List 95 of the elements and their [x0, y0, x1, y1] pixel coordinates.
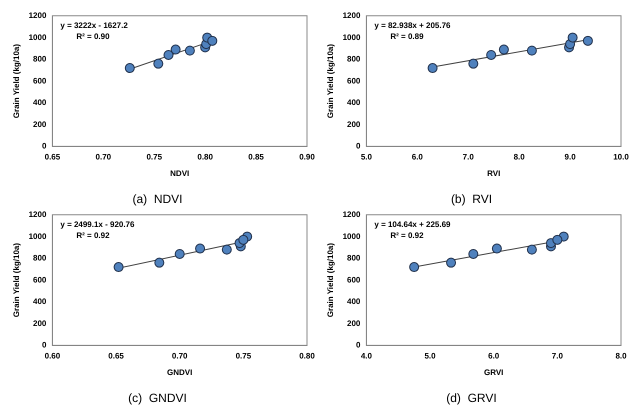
point: [568, 32, 578, 43]
x-axis-title: NDVI: [170, 169, 190, 178]
y-tick-label: 1200: [28, 210, 47, 220]
x-tick-label: 5.0: [360, 152, 373, 162]
point: [114, 262, 124, 272]
x-tick-label: 7.0: [552, 351, 564, 360]
annotation: y = 104.64x + 225.69: [374, 220, 452, 230]
point: [526, 46, 537, 56]
x-tick-label: 10.0: [613, 152, 630, 162]
x-tick-label: 0.85: [248, 152, 264, 162]
point: [446, 258, 456, 268]
text: (d) GRVI: [446, 391, 497, 406]
y-tick-label: 400: [33, 98, 47, 108]
y-tick-label: 800: [33, 254, 47, 263]
y-tick-label: 1000: [342, 32, 361, 42]
x-tick-label: 0.80: [299, 351, 316, 360]
y-tick-label: 200: [347, 318, 361, 328]
point: [184, 46, 195, 56]
x-tick-label: 6.0: [488, 351, 500, 360]
x-axis-title: GRVI: [484, 368, 504, 378]
annotation: R² = 0.89: [390, 32, 424, 42]
annotation: y = 2499.1x - 920.76: [60, 220, 136, 230]
text: (c) GNDVI: [128, 391, 187, 406]
y-axis-title: Grain Yield (kg/10a): [326, 242, 336, 318]
y-tick-label: 1000: [28, 232, 47, 241]
point: [468, 248, 478, 259]
y-tick-label: 0: [356, 142, 361, 151]
point: [498, 44, 509, 55]
point: [486, 50, 496, 60]
y-tick-label: 1200: [28, 11, 47, 20]
point: [552, 234, 562, 245]
y-tick-label: 400: [347, 98, 361, 108]
text: (a) NDVI: [132, 192, 183, 206]
x-tick-label: 4.0: [360, 351, 373, 360]
annotation: R² = 0.92: [390, 231, 424, 240]
point: [174, 248, 185, 259]
point: [163, 50, 174, 60]
annotation: y = 3222x - 1627.2: [60, 21, 128, 30]
x-tick-label: 9.0: [564, 152, 576, 162]
y-axis-title: Grain Yield (kg/10a): [12, 242, 22, 318]
x-tick-label: 0.65: [108, 351, 124, 360]
x-tick-label: 0.70: [172, 351, 188, 360]
x-tick-label: 6.0: [412, 152, 424, 162]
y-tick-label: 600: [347, 76, 361, 86]
point: [154, 258, 164, 268]
point: [492, 244, 502, 254]
y-tick-label: 400: [33, 297, 47, 306]
y-tick-label: 1000: [342, 232, 361, 241]
point: [170, 44, 181, 55]
y-tick-label: 800: [33, 54, 47, 64]
point: [468, 58, 478, 69]
x-tick-label: 0.70: [96, 152, 112, 162]
point: [409, 262, 420, 272]
point: [195, 244, 206, 254]
x-tick-label: 7.0: [462, 152, 474, 162]
point: [428, 63, 438, 74]
y-tick-label: 600: [347, 275, 361, 284]
y-axis-title: Grain Yield (kg/10a): [326, 44, 336, 118]
y-tick-label: 200: [33, 318, 47, 328]
x-tick-label: 0.60: [44, 351, 61, 360]
x-tick-label: 0.75: [146, 152, 163, 162]
annotation: R² = 0.90: [76, 32, 110, 42]
y-tick-label: 0: [42, 340, 47, 350]
y-tick-label: 200: [347, 120, 361, 129]
x-tick-label: 5.0: [424, 351, 436, 360]
y-tick-label: 800: [347, 54, 361, 64]
point: [582, 36, 593, 46]
x-axis-title: RVI: [487, 169, 500, 178]
y-tick-label: 800: [347, 254, 361, 263]
y-tick-label: 600: [33, 76, 47, 86]
x-tick-label: 0.90: [299, 152, 316, 162]
annotation: y = 82.938x + 205.76: [374, 21, 452, 30]
point: [222, 244, 232, 255]
x-tick-label: 0.80: [197, 152, 214, 162]
y-tick-label: 1200: [342, 11, 361, 20]
annotation: R² = 0.92: [76, 231, 110, 240]
x-tick-label: 8.0: [615, 351, 628, 360]
text: (b) RVI: [450, 192, 492, 206]
point: [153, 58, 164, 69]
y-axis-title: Grain Yield (kg/10a): [12, 44, 22, 118]
point: [526, 244, 537, 255]
y-tick-label: 1000: [28, 32, 47, 42]
y-tick-label: 1200: [342, 210, 361, 220]
y-tick-label: 0: [42, 142, 47, 151]
y-tick-label: 0: [356, 340, 361, 350]
x-tick-label: 0.75: [236, 351, 252, 360]
y-tick-label: 400: [347, 297, 361, 306]
x-tick-label: 0.65: [44, 152, 61, 162]
point: [124, 63, 135, 74]
y-tick-label: 600: [33, 275, 47, 284]
y-tick-label: 200: [33, 120, 47, 129]
x-axis-title: GNDVI: [167, 368, 192, 378]
point: [238, 234, 248, 245]
point: [207, 36, 218, 46]
x-tick-label: 8.0: [514, 152, 526, 162]
